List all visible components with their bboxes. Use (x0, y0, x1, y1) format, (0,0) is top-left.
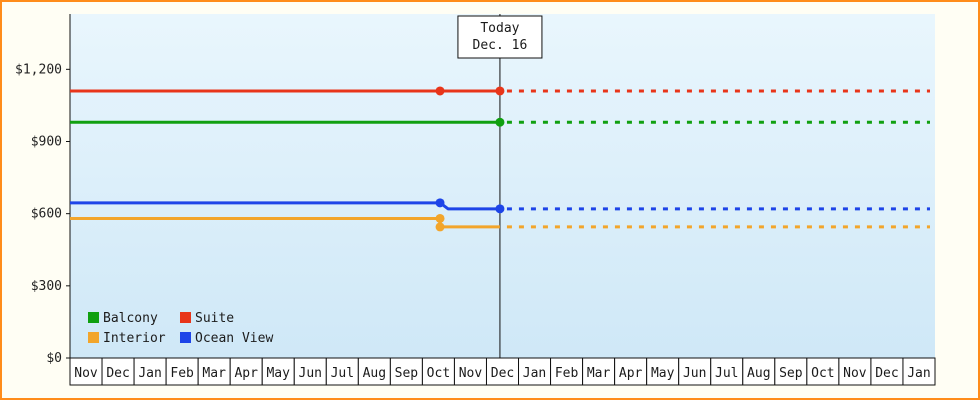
x-axis-month-cell (774, 357, 808, 386)
x-axis-month-cell (870, 357, 904, 386)
price-marker-balcony (495, 117, 505, 127)
today-box-date: Dec. 16 (473, 38, 528, 53)
x-axis-month-label: Jan (138, 366, 161, 381)
y-axis-tick-label: $900 (31, 134, 62, 149)
x-axis-month-label: Nov (459, 366, 483, 381)
x-axis-month-cell (742, 357, 776, 386)
x-axis-month-cell (582, 357, 616, 386)
x-axis-month-label: Feb (170, 366, 194, 381)
legend-label-balcony: Balcony (103, 311, 158, 326)
x-axis-month-cell (485, 357, 520, 386)
x-axis-month-cell (646, 357, 680, 386)
series-line-ocean-view (70, 201, 500, 211)
today-box (457, 15, 543, 59)
price-marker-suite (495, 86, 505, 96)
x-axis-month-label: May (266, 366, 290, 381)
y-axis-tick-label: $0 (46, 351, 62, 366)
x-axis-month-label: Aug (747, 366, 770, 381)
x-axis-month-label: Jul (331, 366, 354, 381)
x-axis-month-cell (229, 357, 263, 386)
x-axis-month-label: Mar (202, 366, 226, 381)
x-axis-month-label: Apr (619, 366, 643, 381)
x-axis-month-cell (614, 357, 648, 386)
legend-swatch-interior (88, 332, 99, 343)
price-marker-ocean-view (435, 198, 445, 208)
x-axis-month-cell (69, 357, 103, 386)
legend-label-interior: Interior (103, 331, 166, 346)
x-axis-month-cell (389, 357, 423, 386)
x-axis-month-label: May (651, 366, 675, 381)
x-axis-month-label: Jan (907, 366, 930, 381)
x-axis-month-cell (678, 357, 712, 386)
x-axis-month-cell (550, 357, 584, 386)
x-axis-month-cell (453, 357, 487, 386)
x-axis-month-cell (261, 357, 295, 386)
x-axis-month-label: Nov (843, 366, 867, 381)
plot-area (70, 14, 935, 358)
x-axis-month-label: Jan (523, 366, 546, 381)
x-axis-month-label: Dec (106, 366, 129, 381)
y-axis-tick-label: $1,200 (15, 62, 62, 77)
legend-label-suite: Suite (195, 311, 234, 326)
x-axis-month-cell (101, 357, 135, 386)
x-axis-month-label: Dec (491, 366, 514, 381)
x-axis-month-cell (902, 357, 936, 386)
legend-swatch-balcony (88, 312, 99, 323)
x-axis-month-cell (518, 357, 552, 386)
y-axis-tick-label: $600 (31, 207, 62, 222)
legend-swatch-ocean-view (180, 332, 191, 343)
x-axis-month-label: Oct (811, 366, 834, 381)
x-axis-month-cell (421, 357, 455, 386)
x-axis-month-label: Sep (395, 366, 419, 381)
x-axis-month-label: Feb (555, 366, 579, 381)
price-marker-suite (435, 86, 445, 96)
legend-label-ocean-view: Ocean View (195, 331, 273, 346)
y-axis-tick-label: $300 (31, 279, 62, 294)
x-axis-month-label: Jul (715, 366, 738, 381)
legend-swatch-suite (180, 312, 191, 323)
x-axis-month-label: Mar (587, 366, 611, 381)
price-marker-interior (435, 213, 445, 223)
price-marker-ocean-view (495, 204, 505, 214)
x-axis-month-label: Dec (875, 366, 898, 381)
x-axis-month-cell (806, 357, 840, 386)
x-axis-month-label: Jun (299, 366, 322, 381)
x-axis-month-label: Sep (779, 366, 803, 381)
today-box-title: Today (480, 21, 519, 36)
x-axis-month-cell (325, 357, 359, 386)
x-axis-month-label: Aug (363, 366, 386, 381)
x-axis-month-cell (293, 357, 327, 386)
x-axis-month-label: Jun (683, 366, 706, 381)
x-axis-month-label: Nov (74, 366, 98, 381)
x-axis-month-label: Apr (234, 366, 258, 381)
x-axis-month-label: Oct (427, 366, 450, 381)
x-axis-month-cell (838, 357, 872, 386)
price-marker-interior (435, 222, 445, 232)
